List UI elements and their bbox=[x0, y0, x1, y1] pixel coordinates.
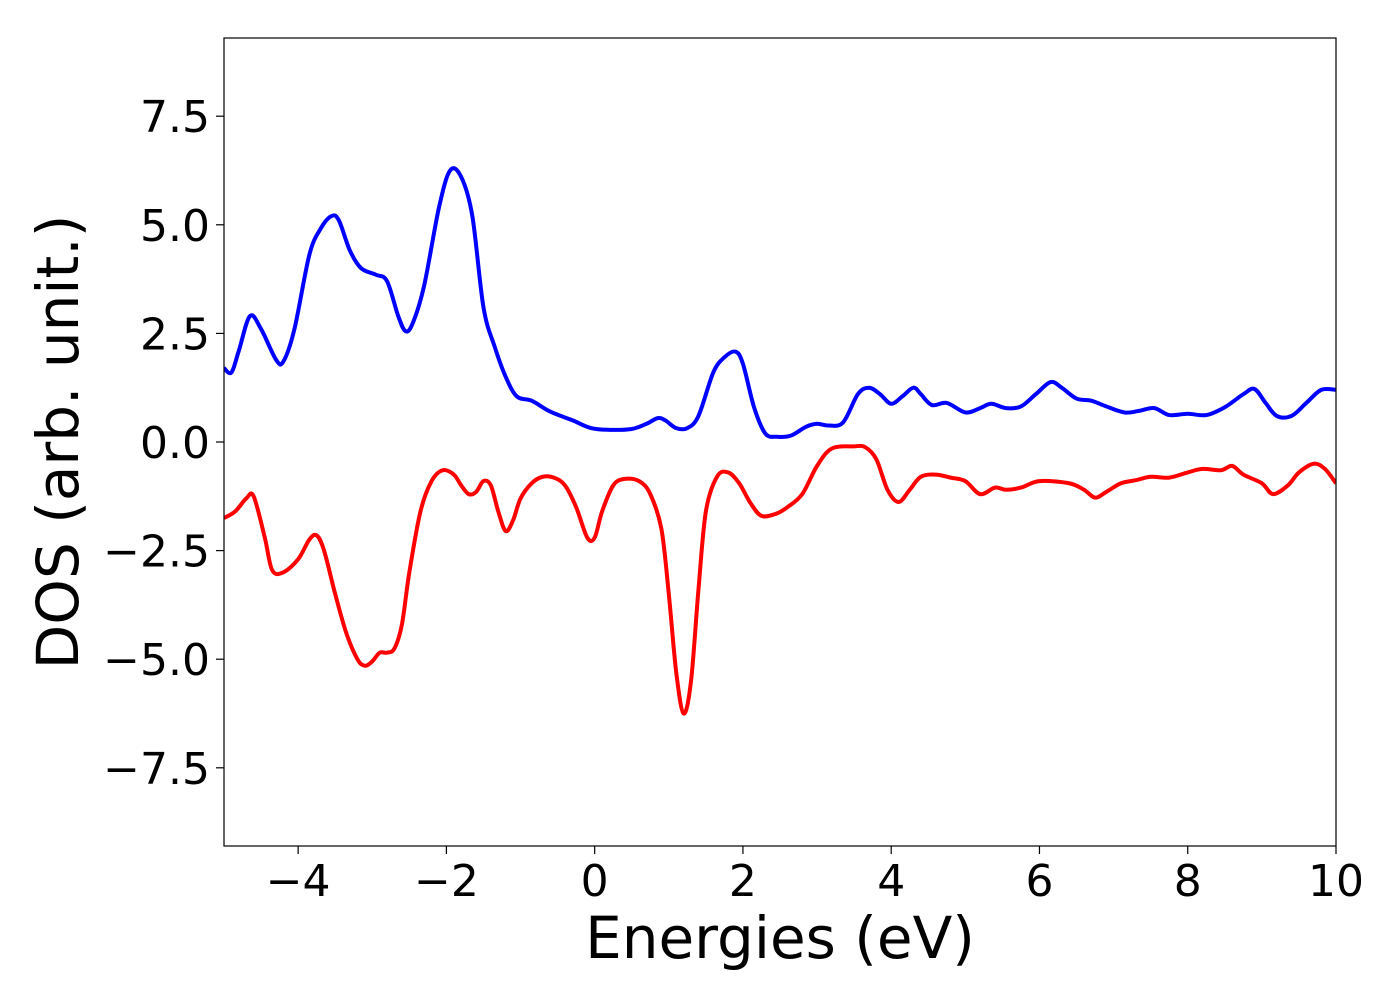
x-axis-label: Energies (eV) bbox=[585, 904, 975, 972]
x-tick-label: 2 bbox=[729, 856, 757, 907]
x-axis: −4 −2 0 2 4 6 8 10 bbox=[266, 846, 1364, 907]
y-tick-label: 0.0 bbox=[140, 418, 210, 469]
y-tick-label: 5.0 bbox=[140, 201, 210, 252]
y-tick-label: 2.5 bbox=[140, 309, 210, 360]
x-tick-label: 0 bbox=[581, 856, 609, 907]
y-tick-label: −7.5 bbox=[103, 744, 210, 795]
y-tick-label: −2.5 bbox=[103, 527, 210, 578]
y-axis: −7.5 −5.0 −2.5 0.0 2.5 5.0 7.5 bbox=[103, 92, 224, 795]
y-axis-label: DOS (arb. unit.) bbox=[24, 215, 92, 670]
y-tick-label: 7.5 bbox=[140, 92, 210, 143]
plot-frame bbox=[223, 37, 1337, 847]
series-line-2 bbox=[224, 443, 1336, 716]
series-line-1 bbox=[224, 166, 1336, 439]
y-tick-label: −5.0 bbox=[103, 635, 210, 686]
x-tick-label: 10 bbox=[1308, 856, 1364, 907]
x-tick-label: 4 bbox=[877, 856, 905, 907]
x-tick-label: −2 bbox=[414, 856, 479, 907]
x-tick-label: −4 bbox=[266, 856, 331, 907]
x-tick-label: 8 bbox=[1174, 856, 1202, 907]
x-tick-label: 6 bbox=[1025, 856, 1053, 907]
